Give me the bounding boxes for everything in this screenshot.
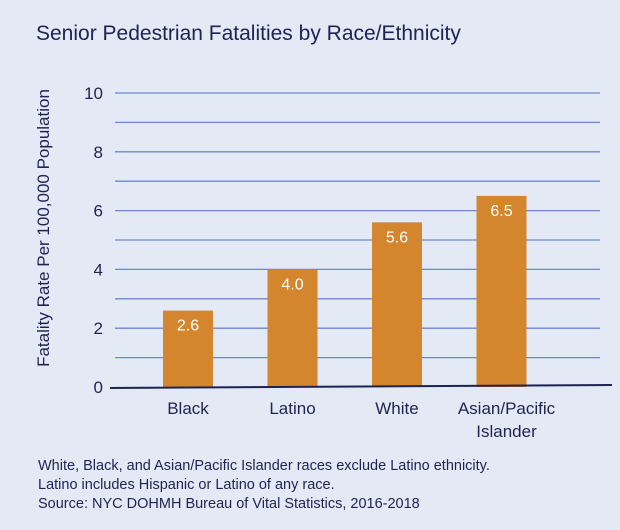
chart-title: Senior Pedestrian Fatalities by Race/Eth…	[36, 22, 461, 45]
bar-value-label: 5.6	[386, 229, 408, 246]
x-tick-label: Latino	[269, 399, 315, 418]
note-line: Latino includes Hispanic or Latino of an…	[38, 477, 335, 493]
bar	[476, 195, 527, 387]
x-axis-line	[109, 384, 613, 389]
y-tick-label: 6	[94, 202, 103, 221]
y-tick-label: 2	[94, 319, 103, 338]
x-tick-label: Asian/Pacific	[458, 399, 556, 418]
y-tick-label: 8	[94, 143, 103, 162]
x-tick-label: Islander	[476, 422, 537, 441]
note-line: White, Black, and Asian/Pacific Islander…	[38, 458, 490, 474]
y-tick-label: 0	[94, 378, 103, 397]
bar	[163, 310, 213, 387]
y-tick-label: 4	[94, 260, 103, 279]
bar	[267, 269, 318, 387]
x-tick-label: White	[375, 399, 418, 418]
chart-notes: White, Black, and Asian/Pacific Islander…	[38, 457, 490, 514]
bar-chart: 0 2 4 6 8 10 2.6 Black 4.0 Latino 5.6 White 6.5 Asian…	[84, 84, 613, 441]
bar-value-label: 2.6	[177, 318, 199, 335]
bar-value-label: 4.0	[281, 276, 303, 293]
bar-value-label: 6.5	[490, 203, 512, 220]
x-tick-label: Black	[167, 399, 209, 418]
bar	[372, 222, 422, 387]
y-tick-label: 10	[84, 84, 103, 103]
source-line: Source: NYC DOHMH Bureau of Vital Statis…	[38, 496, 420, 512]
